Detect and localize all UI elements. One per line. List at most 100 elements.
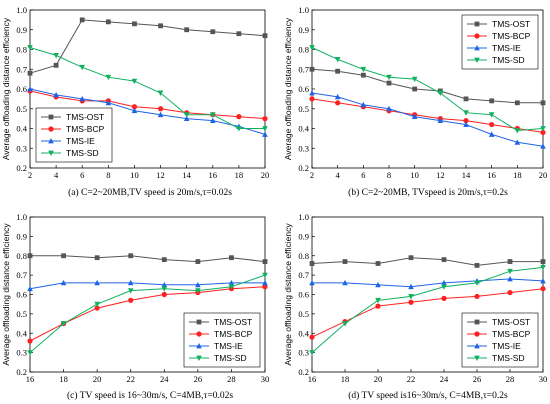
data-point-tms-sd: [386, 74, 392, 81]
data-point-tms-ost: [412, 86, 418, 92]
y-tick-label: 0.9: [16, 25, 27, 35]
legend-label: TMS-IE: [492, 341, 521, 351]
data-point-tms-sd: [441, 284, 447, 290]
data-point-tms-sd: [507, 268, 513, 275]
data-point-tms-ost: [53, 62, 59, 68]
y-tick-label: 0.7: [298, 270, 309, 280]
data-point-tms-ie: [105, 99, 112, 106]
data-point-tms-sd: [195, 288, 201, 294]
x-tick-label: 18: [59, 374, 68, 384]
x-tick-label: 16: [487, 170, 496, 180]
x-tick-label: 22: [407, 374, 416, 384]
panel-caption: (a) C=2~20MB,TV speed is 20m/s,τ=0.02s: [68, 187, 232, 198]
data-point-tms-sd: [27, 45, 33, 51]
data-point-tms-sd: [209, 112, 216, 118]
data-point-tms-ost: [375, 261, 381, 266]
y-tick-label: 0.3: [298, 348, 309, 358]
data-point-tms-ie: [360, 101, 367, 108]
y-tick-label: 0.4: [298, 328, 309, 338]
data-point-tms-ost: [463, 96, 469, 102]
y-axis-label: Average offloading distance efficiency: [1, 17, 11, 160]
data-point-tms-ie: [411, 113, 418, 120]
data-point-tms-ie: [60, 279, 67, 286]
data-point-tms-bcp: [463, 118, 469, 124]
data-point-tms-bcp: [507, 289, 513, 296]
y-tick-label: 0.3: [16, 348, 27, 358]
data-point-tms-sd: [488, 112, 495, 118]
legend-marker-tms-sd: [196, 355, 202, 361]
x-tick-label: 16: [209, 170, 218, 180]
data-point-tms-sd: [309, 350, 315, 356]
data-point-tms-sd: [60, 321, 67, 327]
data-point-tms-sd: [408, 294, 414, 300]
x-tick-label: 16: [26, 374, 35, 384]
legend-marker-tms-ost: [196, 319, 202, 325]
y-axis-label: Average offloading distance efficiency: [283, 223, 293, 366]
y-tick-label: 0.6: [16, 84, 27, 94]
data-point-tms-ie: [488, 131, 495, 137]
data-point-tms-ost: [514, 100, 520, 106]
legend-label: TMS-IE: [66, 136, 95, 146]
data-point-tms-sd: [437, 90, 444, 96]
legend-label: TMS-BCP: [214, 329, 253, 339]
data-point-tms-ost: [79, 17, 85, 23]
data-point-tms-bcp: [236, 114, 242, 120]
y-tick-label: 0.5: [16, 104, 27, 114]
x-tick-label: 14: [462, 170, 471, 180]
y-tick-label: 0.3: [16, 143, 27, 153]
data-point-tms-ost: [335, 68, 341, 74]
panel-caption: (d) TV speed is16~30m/s, C=4MB,τ=0.2s: [348, 390, 508, 401]
data-point-tms-bcp: [161, 291, 167, 298]
data-point-tms-bcp: [128, 297, 134, 303]
legend-label: TMS-BCP: [492, 31, 531, 41]
data-point-tms-bcp: [375, 303, 381, 309]
legend-marker-tms-sd: [474, 355, 480, 361]
data-point-tms-sd: [183, 112, 190, 118]
data-point-tms-ost: [94, 255, 100, 261]
data-point-tms-ost: [161, 257, 167, 263]
data-point-tms-ost: [360, 72, 366, 78]
x-tick-label: 6: [80, 170, 84, 180]
data-point-tms-ie: [375, 281, 381, 288]
series-line-tms-bcp: [29, 286, 266, 342]
legend: TMS-OST TMS-BCP TMS-IE TMS-SD: [183, 312, 261, 368]
data-point-tms-sd: [262, 126, 268, 132]
data-point-tms-ie: [540, 143, 546, 149]
data-point-tms-ost: [128, 253, 134, 259]
x-tick-label: 18: [235, 170, 244, 180]
legend-marker-tms-bcp: [48, 126, 54, 132]
y-tick-label: 0.9: [298, 231, 309, 241]
x-tick-label: 20: [93, 374, 102, 384]
y-tick-label: 1.0: [298, 212, 309, 222]
data-point-tms-ie: [408, 283, 414, 290]
data-point-tms-ie: [540, 277, 546, 284]
data-point-tms-ost: [474, 263, 480, 268]
data-point-tms-bcp: [489, 121, 495, 128]
legend-label: TMS-SD: [66, 148, 99, 158]
data-point-tms-bcp: [131, 104, 138, 110]
data-point-tms-sd: [131, 78, 138, 85]
y-tick-label: 0.6: [16, 290, 27, 300]
series-line-tms-bcp: [311, 98, 544, 133]
data-point-tms-ost: [441, 257, 447, 263]
data-point-tms-ost: [195, 259, 201, 264]
data-point-tms-ie: [127, 279, 134, 286]
data-point-tms-ie: [262, 279, 268, 286]
data-point-tms-sd: [105, 74, 112, 81]
data-point-tms-ie: [183, 115, 190, 122]
data-point-tms-ost: [408, 255, 414, 261]
data-point-tms-sd: [157, 90, 164, 96]
chart-panel-0: 0.2 0.3 0.4 0.5 0.6 0.7 0.8 0.9 1.0 2 4 6 8 10 12 14 16 1…: [1, 5, 269, 198]
data-point-tms-bcp: [262, 284, 268, 290]
data-point-tms-ie: [161, 281, 168, 288]
data-point-tms-sd: [262, 272, 268, 279]
data-point-tms-ie: [209, 117, 216, 123]
data-point-tms-ie: [334, 93, 341, 100]
data-point-tms-sd: [411, 76, 418, 83]
legend-label: TMS-IE: [492, 43, 521, 53]
data-point-tms-bcp: [540, 129, 546, 136]
y-tick-label: 0.4: [298, 124, 309, 134]
series-line-tms-sd: [311, 266, 544, 353]
legend-label: TMS-OST: [492, 317, 530, 327]
x-tick-label: 20: [374, 374, 383, 384]
